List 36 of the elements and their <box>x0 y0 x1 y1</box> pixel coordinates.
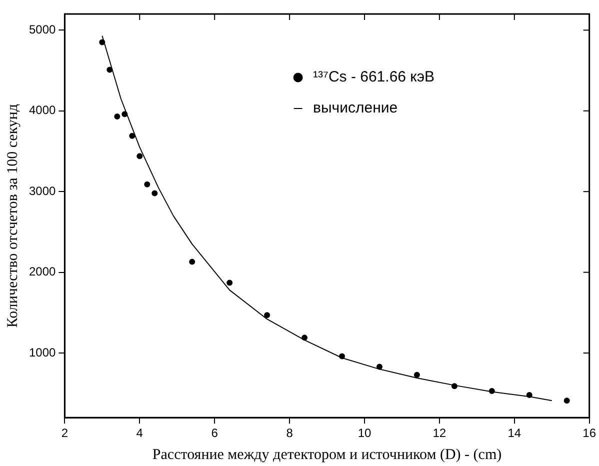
point <box>99 39 106 46</box>
point <box>526 392 532 398</box>
point <box>189 258 196 265</box>
legend-label: ¹³⁷Cs - 661.66 кэВ <box>313 68 435 86</box>
y-tick-label: 4000 <box>28 103 56 118</box>
point <box>488 388 495 394</box>
x-tick-label: 12 <box>432 426 446 440</box>
x-tick-label: 2 <box>61 426 68 440</box>
point <box>106 66 113 73</box>
y-tick-label: 2000 <box>28 264 56 279</box>
y-tick-label: 3000 <box>28 184 56 198</box>
point <box>129 132 136 139</box>
point <box>564 398 570 404</box>
y-tick-label: 1000 <box>28 345 56 360</box>
point <box>264 312 270 318</box>
x-tick-label: 10 <box>358 426 372 440</box>
x-axis-title: Расстояние между детектором и источником (D) - (cm) <box>152 446 502 463</box>
x-tick-label: 14 <box>508 426 522 440</box>
point <box>144 181 150 188</box>
point <box>152 190 158 196</box>
point <box>376 364 382 370</box>
point <box>136 153 143 160</box>
point <box>339 353 345 360</box>
point <box>302 334 308 341</box>
x-tick-label: 4 <box>136 426 144 440</box>
y-tick-label: 5000 <box>28 22 56 36</box>
legend-label: вычисление <box>313 100 398 117</box>
x-tick-label: 6 <box>211 426 218 440</box>
point <box>451 383 458 390</box>
point <box>114 114 120 120</box>
point <box>414 372 420 378</box>
point <box>122 111 128 118</box>
x-tick-label: 8 <box>286 426 294 440</box>
point <box>226 280 233 286</box>
y-axis-title: Количество отсчетов за 100 секунд <box>4 104 21 328</box>
x-tick-label: 16 <box>582 426 596 440</box>
